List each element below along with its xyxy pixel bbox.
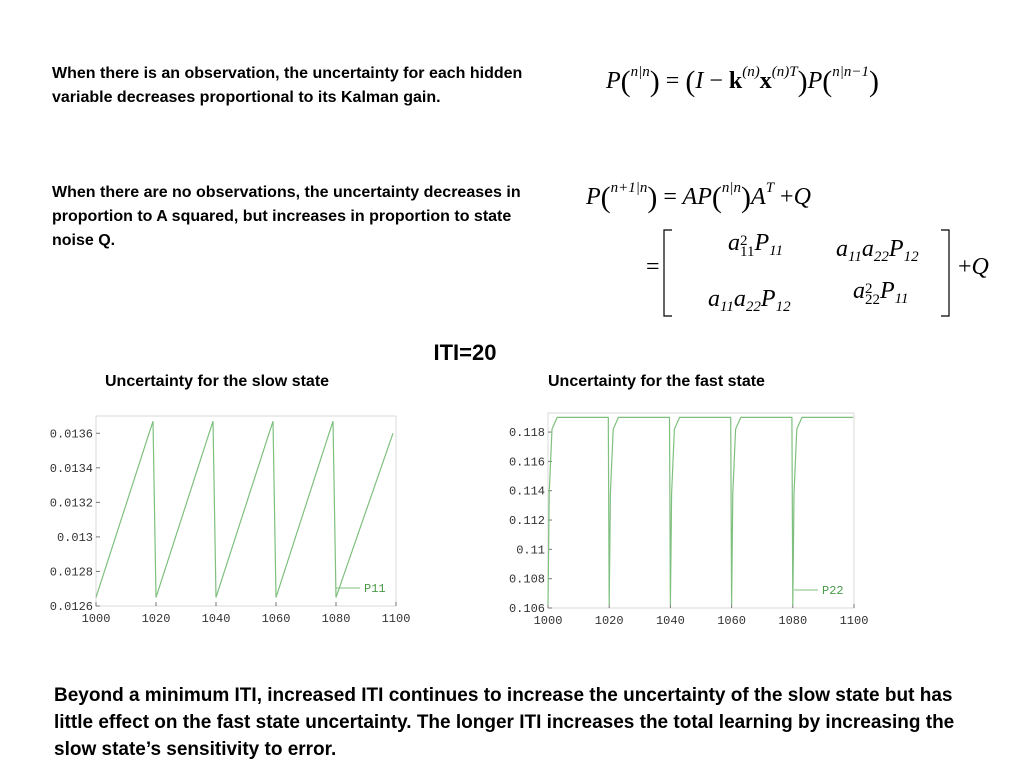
right-bracket [941,229,950,317]
update-equation: P(n|n) = (I − k(n)x(n)T)P(n|n−1) [606,64,880,98]
slow-y-tick-label: 0.0128 [50,565,93,579]
fast-x-tick-label: 1000 [534,614,563,628]
fast-x-tick-label: 1060 [717,614,746,628]
fast-x-tick-label: 1040 [656,614,685,628]
slow-x-tick-label: 1020 [142,612,171,626]
slow-x-tick-label: 1080 [322,612,351,626]
slow-x-tick-label: 1060 [262,612,291,626]
matrix-cell-11: a2 11P11 [728,230,784,260]
slow-y-tick-label: 0.0136 [50,427,93,441]
slow-x-tick-label: 1100 [382,612,411,626]
fast-legend-label: P22 [822,584,844,598]
slow-x-tick-label: 1040 [202,612,231,626]
fast-y-tick-label: 0.11 [516,543,545,557]
slow-frame [95,415,397,607]
matrix-cell-21: a11a22P12 [708,286,791,315]
fast-state-chart: 1000 1020 1040 1060 1080 1100 0.106 0.108 0.11 0.… [509,412,869,628]
iti-label: ITI=20 [433,340,497,365]
fast-y-tick-label: 0.108 [509,573,545,587]
matrix-cell-22: a2 22P11 [853,278,909,308]
slow-y-tick-label: 0.0132 [50,496,93,510]
fast-y-tick-label: 0.106 [509,602,545,616]
slow-series-line [95,421,394,598]
left-bracket [663,229,672,317]
kalman-no-observation-text: When there are no observations, the unce… [52,184,521,249]
fast-y-tick-label: 0.118 [509,426,545,440]
fast-y-tick-label: 0.114 [509,485,545,499]
slow-y-tick-label: 0.013 [57,531,93,545]
slow-y-tick-label: 0.0126 [50,600,93,614]
slow-legend-label: P11 [364,582,386,596]
slow-state-chart-title: Uncertainty for the slow state [105,373,330,390]
slow-y-tick-label: 0.0134 [50,462,93,476]
slow-x-tick-label: 1000 [82,612,111,626]
fast-y-tick-label: 0.116 [509,455,545,469]
kalman-observation-text: When there is an observation, the uncert… [52,65,523,106]
fast-x-tick-label: 1080 [778,614,807,628]
slow-state-chart: 1000 1020 1040 1060 1080 1100 0.0126 0.0128 0.01… [50,415,411,626]
fast-series-line [547,416,854,606]
fast-x-tick-label: 1020 [595,614,624,628]
matrix-cell-12: a11a22P12 [836,236,919,265]
fast-state-chart-title: Uncertainty for the fast state [548,373,765,390]
fast-x-tick-label: 1100 [840,614,869,628]
conclusion-text: Beyond a minimum ITI, increased ITI cont… [54,685,955,760]
matrix-equation: = a2 11P11 a11a22P12 a11a22P12 a2 22P11 +Q [646,228,1006,318]
fast-frame [547,412,855,609]
prediction-equation: P(n+1|n) = AP(n|n)AT +Q [586,180,811,214]
fast-y-tick-label: 0.112 [509,514,545,528]
